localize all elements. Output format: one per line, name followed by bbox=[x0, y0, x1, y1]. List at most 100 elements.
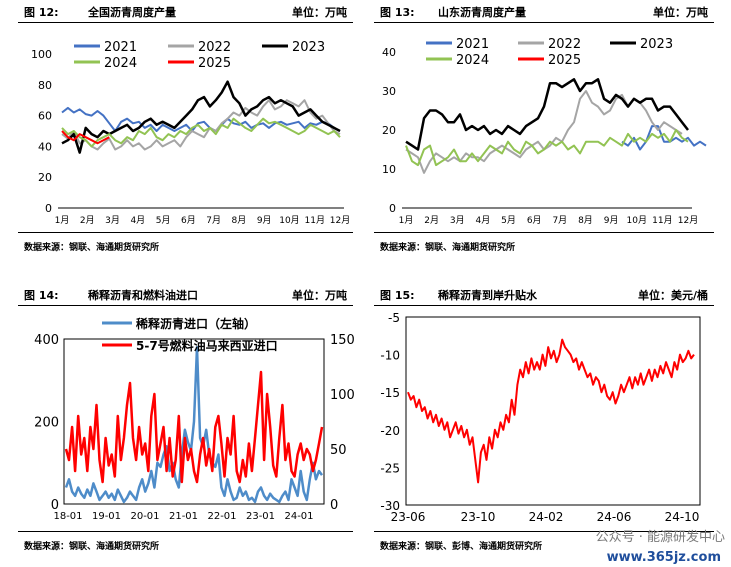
y-tick-label: 20 bbox=[38, 171, 52, 184]
x-tick-label: 10月 bbox=[627, 215, 647, 226]
y-tick-label: 20 bbox=[382, 124, 396, 137]
x-tick-label: 20-01 bbox=[130, 511, 159, 522]
y-tick-label: -30 bbox=[380, 499, 400, 513]
legend-label: 2025 bbox=[198, 56, 231, 71]
x-tick-label: 11月 bbox=[305, 215, 325, 226]
x-tick-label: 18-01 bbox=[53, 511, 82, 522]
unit-label: 单位：美元/桶 bbox=[637, 289, 708, 302]
series-line-2023 bbox=[405, 78, 689, 151]
panel-imports: 图 14: 稀释沥青和燃料油进口 单位：万吨 数据来源：钢联、海通期货研究所 0… bbox=[18, 283, 355, 567]
bottom-rule bbox=[18, 232, 353, 233]
x-tick-label: 21-01 bbox=[169, 511, 198, 522]
legend-label: 2024 bbox=[104, 56, 137, 71]
x-tick-label: 23-10 bbox=[461, 510, 496, 524]
series-line-2025 bbox=[61, 130, 110, 145]
x-tick-label: 9月 bbox=[257, 215, 272, 226]
watermark: 公众号 · 能源研发中心 bbox=[595, 530, 725, 545]
x-tick-label: 24-01 bbox=[284, 511, 313, 522]
unit-label: 单位：万吨 bbox=[292, 6, 347, 19]
y-tick-label: -10 bbox=[380, 349, 400, 363]
figure-number: 图 13: bbox=[380, 6, 415, 19]
source-note: 数据来源：钢联、海通期货研究所 bbox=[24, 542, 160, 552]
series-line-2021 bbox=[61, 106, 341, 132]
panel-header: 图 12: 全国沥青周度产量 单位：万吨 bbox=[18, 0, 353, 22]
y-tick-label: 60 bbox=[38, 110, 52, 123]
y-tick-label: 0 bbox=[45, 202, 52, 215]
legend-label: 2023 bbox=[640, 37, 673, 52]
chart-title: 稀释沥青和燃料油进口 bbox=[88, 289, 198, 302]
series-line-fuel-oil bbox=[64, 370, 324, 484]
x-tick-label: 6月 bbox=[181, 215, 196, 226]
source-note: 数据来源：钢联、海通期货研究所 bbox=[380, 243, 516, 253]
x-tick-label: 10月 bbox=[279, 215, 299, 226]
x-tick-label: 12月 bbox=[678, 215, 698, 226]
legend-label: 2024 bbox=[456, 53, 489, 68]
chart-title: 全国沥青周度产量 bbox=[88, 6, 176, 19]
chart-svg: 0 200 400 0 50 100 150 18-01 19-01 20-01 21-01 22-0… bbox=[34, 316, 355, 522]
watermark-url: www.365jz.com bbox=[604, 550, 723, 565]
legend-label: 2025 bbox=[548, 53, 581, 68]
y-tick-label: -20 bbox=[380, 424, 400, 438]
panel-premium: 图 15: 稀释沥青到岸升贴水 单位：美元/桶 数据来源：钢联、彭博、海通期货研… bbox=[374, 283, 714, 567]
y-left-tick-label: 0 bbox=[51, 498, 59, 513]
legend-label: 2022 bbox=[198, 40, 231, 55]
legend-label: 5-7号燃料油马来西亚进口 bbox=[136, 338, 278, 353]
series-line-2024 bbox=[405, 129, 689, 167]
x-tick-label: 12月 bbox=[330, 215, 350, 226]
x-tick-label: 3月 bbox=[105, 215, 120, 226]
legend-label: 稀释沥青进口（左轴） bbox=[136, 316, 256, 331]
x-tick-label: 5月 bbox=[156, 215, 171, 226]
panel-shandong-output: 图 13: 山东沥青周度产量 单位：万吨 数据来源：钢联、海通期货研究所 0 10… bbox=[374, 0, 714, 258]
x-tick-label: 11月 bbox=[652, 215, 672, 226]
x-tick-label: 23-01 bbox=[246, 511, 275, 522]
x-tick-label: 2月 bbox=[424, 215, 439, 226]
chart-title: 山东沥青周度产量 bbox=[438, 6, 526, 19]
y-right-tick-label: 0 bbox=[330, 498, 338, 513]
series-line-diluted-bitumen bbox=[64, 346, 324, 504]
x-tick-label: 3月 bbox=[450, 215, 465, 226]
x-tick-label: 2月 bbox=[80, 215, 95, 226]
bottom-rule bbox=[374, 531, 714, 532]
plot-frame bbox=[63, 338, 325, 505]
panel-national-output: 图 12: 全国沥青周度产量 单位：万吨 数据来源：钢联、海通期货研究所 0 20… bbox=[18, 0, 353, 258]
series-line-2021 bbox=[621, 125, 707, 151]
figure-number: 图 12: bbox=[24, 6, 59, 19]
y-tick-label: 100 bbox=[31, 48, 52, 61]
panel-header: 图 14: 稀释沥青和燃料油进口 单位：万吨 bbox=[18, 283, 353, 305]
source-note: 数据来源：钢联、海通期货研究所 bbox=[24, 243, 160, 253]
x-tick-label: 6月 bbox=[527, 215, 542, 226]
x-tick-label: 23-06 bbox=[391, 510, 426, 524]
x-tick-label: 24-10 bbox=[665, 510, 700, 524]
y-tick-label: 40 bbox=[38, 140, 52, 153]
x-tick-label: 4月 bbox=[130, 215, 145, 226]
y-tick-label: 30 bbox=[382, 85, 396, 98]
legend-label: 2021 bbox=[456, 37, 489, 52]
unit-label: 单位：万吨 bbox=[292, 289, 347, 302]
x-tick-label: 19-01 bbox=[92, 511, 121, 522]
top-rule bbox=[374, 305, 714, 306]
x-tick-label: 24-02 bbox=[529, 510, 564, 524]
y-right-tick-label: 100 bbox=[330, 388, 355, 403]
y-tick-label: 10 bbox=[382, 163, 396, 176]
legend-label: 2021 bbox=[104, 40, 137, 55]
chart-title: 稀释沥青到岸升贴水 bbox=[438, 289, 537, 302]
y-left-tick-label: 400 bbox=[34, 333, 59, 348]
legend-label: 2022 bbox=[548, 37, 581, 52]
x-tick-label: 7月 bbox=[552, 215, 567, 226]
x-tick-label: 1月 bbox=[399, 215, 414, 226]
x-tick-label: 8月 bbox=[232, 215, 247, 226]
y-tick-label: 80 bbox=[38, 79, 52, 92]
x-tick-label: 8月 bbox=[578, 215, 593, 226]
x-tick-label: 5月 bbox=[501, 215, 516, 226]
y-tick-label: -25 bbox=[380, 461, 400, 475]
figure-number: 图 14: bbox=[24, 289, 59, 302]
y-tick-label: -5 bbox=[388, 311, 400, 325]
x-tick-label: 4月 bbox=[476, 215, 491, 226]
y-right-tick-label: 150 bbox=[330, 333, 355, 348]
y-tick-label: 0 bbox=[389, 202, 396, 215]
top-rule bbox=[374, 22, 714, 23]
series-line-premium bbox=[407, 338, 695, 484]
panel-header: 图 13: 山东沥青周度产量 单位：万吨 bbox=[374, 0, 714, 22]
source-note: 数据来源：钢联、彭博、海通期货研究所 bbox=[380, 542, 543, 552]
